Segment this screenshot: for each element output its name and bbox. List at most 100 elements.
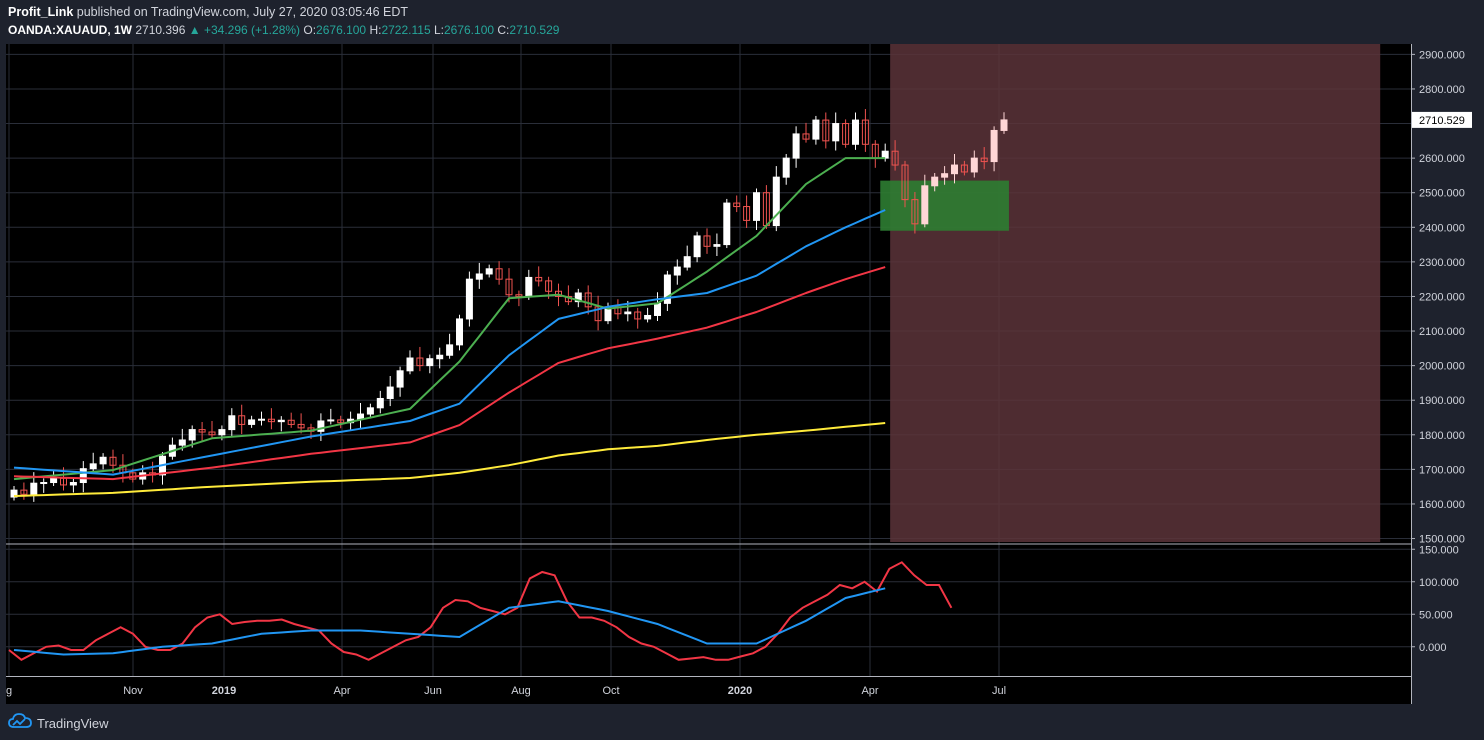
candle-body	[297, 423, 305, 429]
candle-body	[267, 418, 275, 423]
candle-body	[733, 202, 741, 208]
time-label: Apr	[861, 685, 878, 697]
candle-body	[277, 419, 285, 423]
candle-body	[723, 202, 731, 246]
candle-body	[683, 256, 691, 268]
candle-body	[555, 290, 562, 297]
candle-body	[366, 407, 374, 415]
footer-brand[interactable]: TradingView	[8, 713, 109, 734]
candle-body	[673, 266, 681, 276]
panel-frames	[6, 44, 1412, 704]
candle-body	[396, 370, 404, 388]
candle-body	[980, 157, 988, 163]
oscillator-lines	[8, 561, 953, 661]
price-tick-label: 1900.000	[1419, 395, 1465, 407]
time-label: Jun	[424, 685, 442, 697]
high-label: H:	[369, 23, 382, 37]
time-label: Jul	[992, 685, 1006, 697]
candle-body	[109, 456, 117, 466]
symbol-legend: OANDA:XAUAUD, 1W 2710.396 ▲ +34.296 (+1.…	[8, 23, 559, 37]
candle-body	[891, 150, 899, 166]
candle-body	[178, 439, 186, 446]
candle-body	[713, 244, 721, 247]
tradingview-cloud-icon	[8, 713, 32, 734]
candle-body	[376, 397, 384, 409]
candle-body	[782, 157, 790, 178]
candle-body	[970, 157, 978, 173]
candle-body	[792, 133, 800, 159]
candle-body	[911, 199, 919, 225]
candle-body	[436, 354, 444, 360]
moving-average-line-3	[13, 266, 886, 481]
candle-body	[842, 123, 850, 145]
price-tick-label: 2100.000	[1419, 326, 1465, 338]
candle-body	[386, 386, 394, 399]
low-value: 2676.100	[443, 23, 495, 37]
candle-body	[495, 268, 503, 280]
candle-body	[515, 294, 523, 297]
candle-body	[475, 273, 483, 280]
price-tick-label: 2600.000	[1419, 153, 1465, 165]
low-label: L:	[433, 23, 444, 37]
publish-text: published on TradingView.com, July 27, 2…	[76, 5, 409, 19]
author-name[interactable]: Profit_Link	[8, 5, 74, 19]
oscillator-line-2	[13, 587, 886, 656]
candle-body	[525, 276, 533, 297]
candle-body	[485, 268, 493, 275]
candle-body	[327, 419, 335, 422]
candle-body	[238, 415, 246, 425]
candle-body	[990, 129, 998, 163]
time-label: Nov	[123, 685, 143, 697]
time-label: Oct	[602, 685, 619, 697]
time-label: Apr	[333, 685, 350, 697]
candle-body	[1000, 119, 1008, 131]
candle-body	[852, 119, 859, 145]
candle-body	[861, 119, 869, 145]
close-label: C:	[497, 23, 510, 37]
candle-body	[753, 192, 760, 221]
price-tick-label: 2800.000	[1419, 84, 1465, 96]
projection-zone	[890, 44, 1381, 542]
price-tick-label: 1600.000	[1419, 499, 1465, 511]
open-value: 2676.100	[316, 23, 367, 37]
footer-brand-text: TradingView	[37, 716, 109, 731]
price-tick-label: 1500.000	[1419, 534, 1465, 546]
candle-body	[99, 456, 107, 465]
price-tick-label: 2500.000	[1419, 188, 1465, 200]
candle-body	[188, 429, 196, 441]
candle-body	[505, 278, 513, 296]
close-value: 2710.529	[509, 23, 560, 37]
time-axis[interactable]: g Nov 2019 Apr Jun Aug Oct 2020 Apr Jul	[6, 685, 1006, 697]
price-tick-label: 2400.000	[1419, 222, 1465, 234]
candle-body	[881, 150, 889, 159]
price-tick-label: 1700.000	[1419, 464, 1465, 476]
candle-body	[822, 119, 830, 142]
price-tick-label: 2000.000	[1419, 361, 1465, 373]
candle-body	[693, 235, 701, 258]
high-value: 2722.115	[381, 23, 431, 37]
candle-body	[703, 235, 711, 247]
candle-body	[663, 274, 671, 304]
candle-body	[960, 164, 968, 173]
candle-body	[931, 176, 939, 187]
price-axis[interactable]: 2900.0002800.0002700.0002600.0002500.000…	[1411, 49, 1472, 546]
candle-body	[584, 292, 592, 308]
oscillator-axis[interactable]: 150.000 100.000 50.000 0.000	[1411, 544, 1459, 654]
candle-body	[337, 419, 345, 424]
candle-body	[30, 482, 38, 495]
osc-tick-label: 100.000	[1419, 577, 1459, 589]
price-tick-label: 2200.000	[1419, 291, 1465, 303]
osc-tick-label: 0.000	[1419, 642, 1447, 654]
candle-body	[317, 420, 325, 432]
symbol-name[interactable]: OANDA:XAUAUD, 1W	[8, 23, 132, 37]
candle-body	[79, 468, 87, 484]
candle-body	[10, 489, 18, 498]
candle-body	[951, 164, 958, 175]
candle-body	[426, 358, 434, 367]
time-label: 2020	[728, 685, 752, 697]
time-label: Aug	[511, 685, 531, 697]
moving-average-line-2	[13, 209, 886, 476]
candle-body	[456, 318, 463, 346]
candle-body	[941, 173, 949, 178]
